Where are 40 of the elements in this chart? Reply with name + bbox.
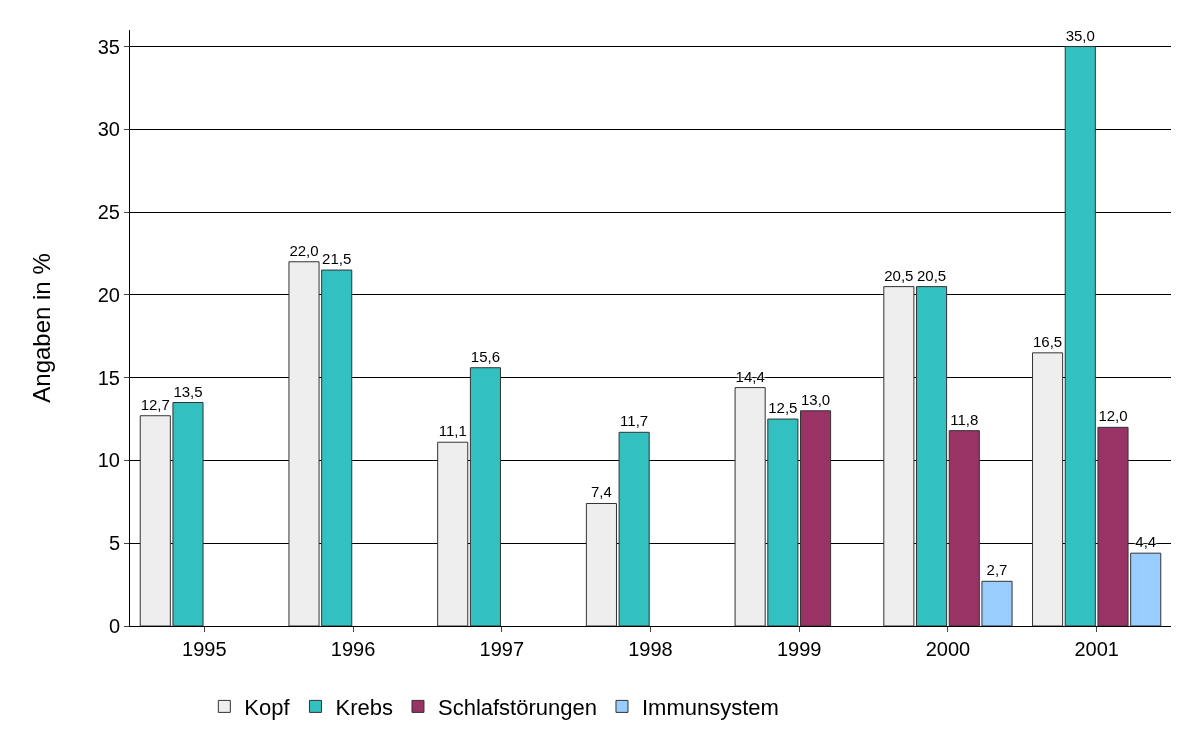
data-label: 11,1 bbox=[438, 422, 467, 440]
x-tick-label: 2000 bbox=[925, 638, 971, 660]
data-label: 15,6 bbox=[470, 347, 501, 365]
data-label: 7,4 bbox=[590, 483, 612, 501]
data-label: 13,0 bbox=[800, 390, 831, 408]
y-tick-label: 30 bbox=[97, 118, 120, 141]
data-label: 12,5 bbox=[768, 399, 798, 417]
x-tick-label: 2001 bbox=[1074, 638, 1119, 660]
data-label: 2,7 bbox=[986, 561, 1008, 579]
x-tick-label: 1995 bbox=[182, 638, 227, 660]
bar bbox=[469, 367, 501, 626]
y-tick-label: 5 bbox=[108, 532, 120, 555]
data-label: 16,5 bbox=[1032, 332, 1063, 350]
y-tick-label: 20 bbox=[97, 283, 120, 306]
legend-label: Krebs bbox=[335, 694, 393, 720]
data-label: 20,5 bbox=[884, 266, 914, 284]
data-label: 22,0 bbox=[289, 241, 319, 259]
y-tick-label: 35 bbox=[97, 35, 120, 58]
x-tick-label: 1997 bbox=[479, 638, 525, 660]
y-tick-label: 15 bbox=[97, 366, 120, 389]
data-label: 11,7 bbox=[620, 412, 649, 430]
x-tick-label: 1996 bbox=[330, 638, 376, 660]
data-label: 12,0 bbox=[1098, 407, 1128, 425]
data-label: 20,5 bbox=[916, 266, 947, 284]
data-label: 13,5 bbox=[173, 382, 203, 400]
x-tick-label: 1998 bbox=[628, 638, 673, 660]
bar bbox=[437, 441, 469, 626]
bar bbox=[1032, 352, 1064, 626]
data-label: 35,0 bbox=[1065, 26, 1095, 44]
data-label: 11,8 bbox=[950, 410, 979, 428]
legend-label: Kopf bbox=[244, 694, 291, 720]
data-label: 12,7 bbox=[140, 395, 170, 413]
legend-label: Schlafstörungen bbox=[437, 694, 597, 720]
y-tick-label: 25 bbox=[97, 201, 120, 224]
x-tick-label: 1999 bbox=[776, 638, 822, 660]
y-tick-label: 0 bbox=[108, 615, 120, 637]
y-axis-title: Angaben in % bbox=[27, 253, 55, 403]
data-label: 21,5 bbox=[322, 250, 352, 268]
y-tick-label: 10 bbox=[97, 449, 120, 472]
legend-label: Immunsystem bbox=[641, 694, 779, 720]
